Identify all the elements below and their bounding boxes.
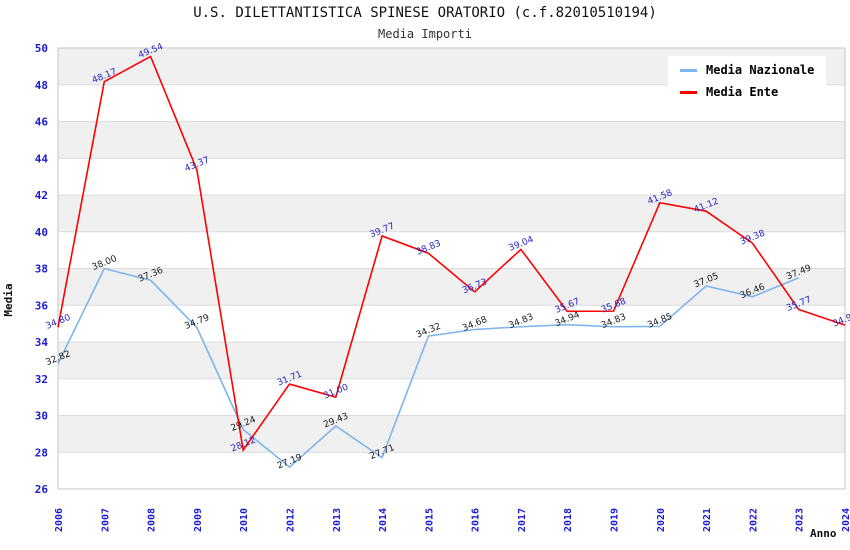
y-tick-label: 46	[35, 116, 49, 129]
x-tick-label: 2012	[285, 508, 296, 532]
grid-band	[58, 195, 845, 232]
y-tick-label: 42	[35, 189, 48, 202]
x-tick-label: 2021	[702, 508, 713, 532]
x-tick-label: 2013	[332, 508, 343, 532]
y-tick-label: 30	[35, 410, 48, 423]
grid-band	[58, 158, 845, 195]
x-tick-label: 2016	[471, 508, 482, 532]
x-tick-label: 2023	[795, 508, 806, 532]
grid-band	[58, 305, 845, 342]
x-tick-label: 2020	[656, 508, 667, 532]
y-tick-label: 28	[35, 446, 48, 459]
y-tick-label: 48	[35, 79, 48, 92]
series-line-media-nazionale	[57, 267, 800, 469]
y-tick-label: 34	[35, 336, 49, 349]
x-tick-label: 2024	[841, 508, 850, 532]
legend-label-nazionale: Media Nazionale	[706, 63, 815, 77]
y-tick-label: 40	[35, 226, 48, 239]
x-tick-label: 2014	[378, 508, 389, 532]
legend-swatch-ente-icon	[680, 90, 697, 94]
grid-band	[58, 268, 845, 306]
y-tick-label: 38	[35, 263, 48, 276]
x-tick-label: 2010	[239, 508, 250, 532]
chart-subtitle: Media Importi	[378, 27, 472, 41]
y-axis-title: Media	[2, 283, 15, 316]
x-axis-title: Anno	[810, 527, 837, 540]
grid-band	[58, 342, 845, 379]
x-tick-label: 2018	[563, 508, 574, 532]
legend-swatch-nazionale-icon	[680, 68, 697, 72]
legend: Media Nazionale Media Ente	[668, 56, 827, 106]
y-tick-label: 44	[35, 152, 49, 165]
x-tick-label: 2019	[610, 508, 621, 532]
y-tick-label: 26	[35, 483, 49, 496]
grid-band	[58, 121, 845, 159]
x-tick-label: 2015	[424, 508, 435, 532]
grid-band	[58, 231, 845, 269]
y-tick-label: 36	[35, 299, 49, 312]
plot-border	[57, 47, 846, 490]
x-tick-label: 2009	[193, 508, 204, 532]
chart-title: U.S. DILETTANTISTICA SPINESE ORATORIO (c…	[193, 5, 657, 21]
x-tick-label: 2022	[748, 508, 759, 532]
x-tick-label: 2006	[54, 508, 65, 532]
series-line-media-ente	[57, 55, 846, 453]
y-tick-label: 50	[35, 42, 48, 55]
legend-item-media-nazionale: Media Nazionale	[680, 63, 814, 77]
x-tick-label: 2007	[100, 508, 111, 532]
legend-item-media-ente: Media Ente	[680, 85, 814, 99]
grid-band	[58, 378, 845, 416]
legend-label-ente: Media Ente	[706, 85, 779, 99]
grid-band	[58, 415, 845, 453]
x-tick-label: 2017	[517, 508, 528, 532]
x-tick-label: 2008	[147, 508, 158, 532]
y-tick-label: 32	[35, 373, 48, 386]
grid-band	[58, 452, 845, 489]
